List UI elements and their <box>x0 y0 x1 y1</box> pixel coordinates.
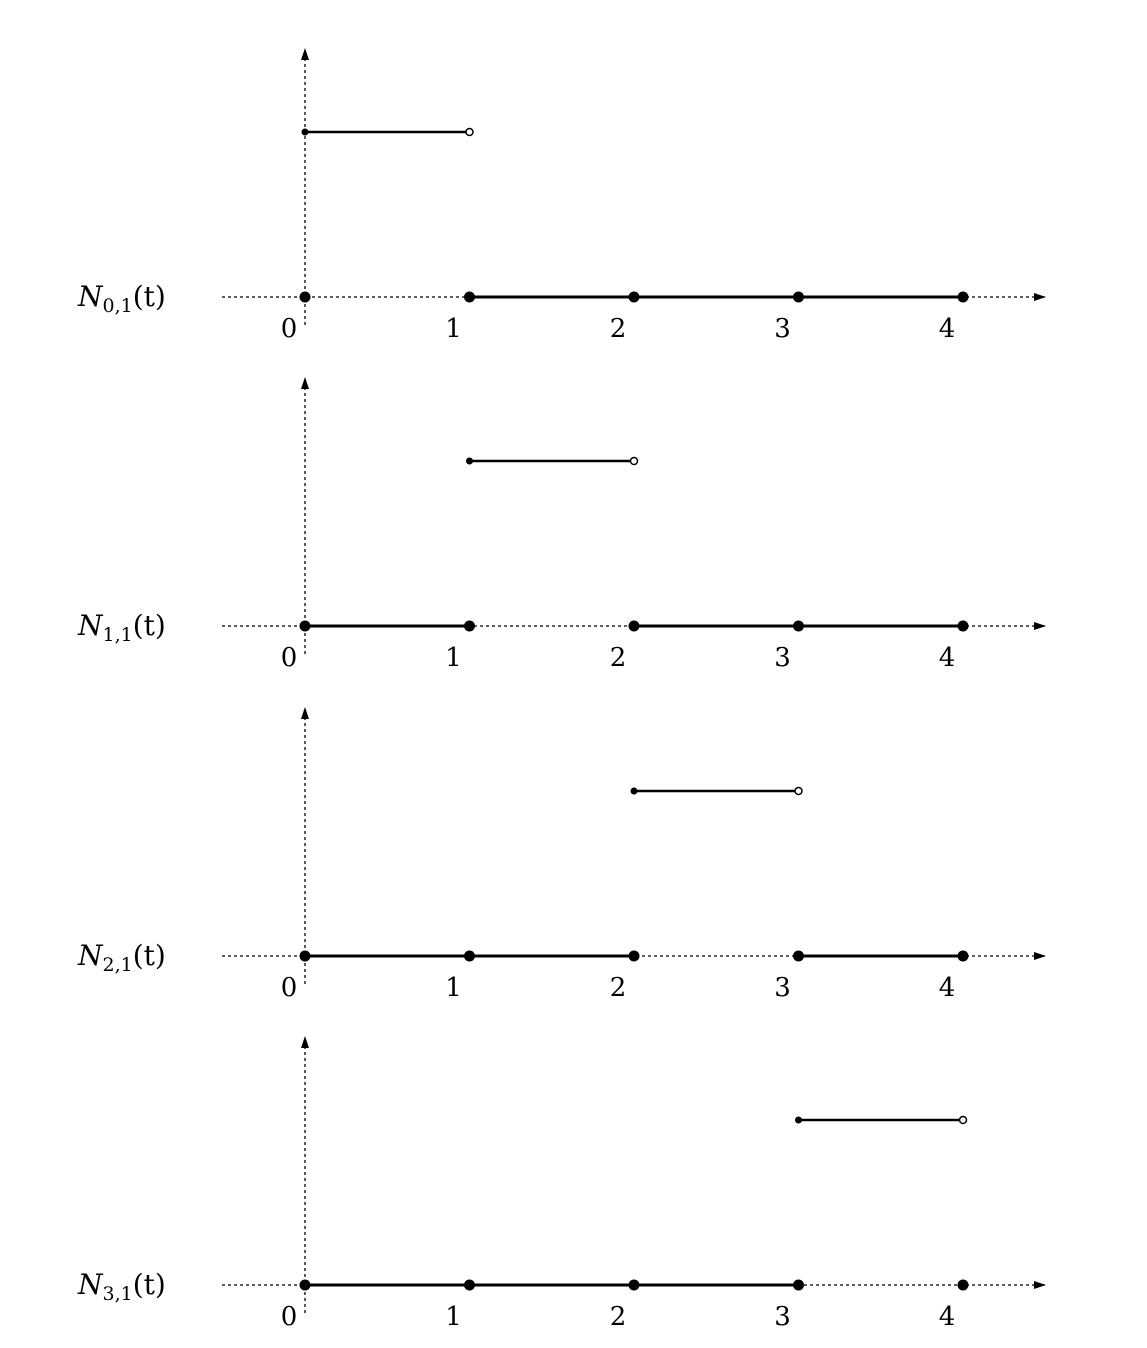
knot-point-3 <box>793 1279 804 1291</box>
closed-endpoint <box>630 787 638 795</box>
closed-endpoint <box>466 457 473 465</box>
function-label-main: N <box>77 1268 104 1301</box>
tick-label-4: 4 <box>939 643 956 673</box>
tick-label-2: 2 <box>610 314 627 344</box>
function-label-sub: 2,1 <box>103 954 133 976</box>
tick-label-4: 4 <box>939 314 956 344</box>
function-label: N3,1(t) <box>77 1268 166 1305</box>
function-label-sub: 0,1 <box>103 295 133 317</box>
open-endpoint <box>629 456 639 466</box>
function-label-sub: 1,1 <box>103 624 133 646</box>
tick-label-1: 1 <box>445 314 462 344</box>
knot-point-0 <box>299 950 311 962</box>
knot-point-4 <box>957 1279 969 1291</box>
knot-point-1 <box>464 291 475 303</box>
chart-panel-2: 0 1 2 3 4 N2,1(t) <box>77 707 1046 1003</box>
knot-point-1 <box>464 1279 475 1291</box>
tick-label-4: 4 <box>939 973 956 1003</box>
tick-label-0: 0 <box>281 314 298 344</box>
knot-point-0 <box>299 1279 311 1291</box>
tick-label-4: 4 <box>939 1302 956 1332</box>
tick-label-3: 3 <box>774 1302 791 1332</box>
tick-label-2: 2 <box>610 973 627 1003</box>
open-endpoint <box>794 786 803 796</box>
function-label-main: N <box>77 939 104 972</box>
closed-endpoint <box>795 1116 802 1124</box>
knot-point-2 <box>628 1279 640 1291</box>
tick-label-3: 3 <box>774 643 791 673</box>
knot-point-4 <box>957 291 969 303</box>
chart-panel-3: 0 1 2 3 4 N3,1(t) <box>77 1036 1046 1332</box>
knot-point-3 <box>793 620 804 632</box>
closed-endpoint <box>301 128 309 136</box>
knot-point-0 <box>299 620 311 632</box>
function-label-arg: (t) <box>133 1268 166 1301</box>
knot-point-2 <box>628 950 640 962</box>
open-endpoint <box>958 1115 968 1125</box>
function-label: N2,1(t) <box>77 939 166 976</box>
function-label-arg: (t) <box>133 939 166 972</box>
open-endpoint <box>465 127 474 137</box>
knot-point-1 <box>464 950 475 962</box>
knot-point-0 <box>299 291 311 303</box>
tick-label-3: 3 <box>774 314 791 344</box>
function-label: N1,1(t) <box>77 609 166 646</box>
tick-label-1: 1 <box>445 1302 462 1332</box>
function-label: N0,1(t) <box>77 280 166 317</box>
function-label-sub: 3,1 <box>103 1283 133 1305</box>
knot-point-2 <box>628 620 640 632</box>
knot-point-2 <box>628 291 640 303</box>
chart-panel-0: 0 1 2 3 4 N0,1(t) <box>77 48 1046 344</box>
function-label-arg: (t) <box>133 609 166 642</box>
tick-label-0: 0 <box>281 973 298 1003</box>
tick-label-0: 0 <box>281 1302 298 1332</box>
function-label-arg: (t) <box>133 280 166 313</box>
tick-label-1: 1 <box>445 973 462 1003</box>
function-label-main: N <box>77 609 104 642</box>
function-label-main: N <box>77 280 104 313</box>
knot-point-4 <box>957 950 969 962</box>
tick-label-0: 0 <box>281 643 298 673</box>
tick-label-3: 3 <box>774 973 791 1003</box>
tick-label-1: 1 <box>445 643 462 673</box>
knot-point-4 <box>957 620 969 632</box>
chart-panel-1: 0 1 2 3 4 N1,1(t) <box>77 377 1046 673</box>
knot-point-1 <box>464 620 475 632</box>
tick-label-2: 2 <box>610 1302 627 1332</box>
knot-point-3 <box>793 291 804 303</box>
tick-label-2: 2 <box>610 643 627 673</box>
knot-point-3 <box>793 950 804 962</box>
